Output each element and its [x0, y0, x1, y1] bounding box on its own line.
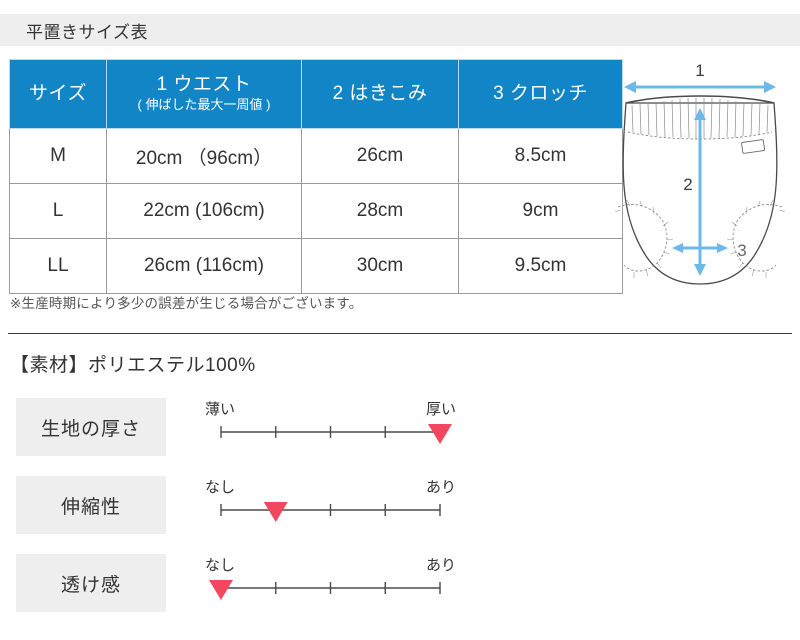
material-heading: 【素材】ポリエステル100%: [10, 355, 256, 376]
property-scale-sheerness: なし あり: [191, 554, 456, 612]
property-label-stretch: 伸縮性: [16, 476, 166, 534]
frill-hatch-left: [614, 199, 674, 278]
cell-hip: 30cm: [301, 238, 459, 294]
measure-label-waist: 1: [695, 61, 704, 80]
section-divider: [8, 333, 792, 334]
page-title-band: 平置きサイズ表: [0, 14, 800, 46]
property-label-thickness: 生地の厚さ: [16, 398, 166, 456]
scale-low-label: なし: [205, 557, 236, 574]
column-header-crotch: 3 クロッチ: [458, 59, 623, 129]
cell-crotch: 9cm: [458, 183, 623, 239]
cell-size: L: [9, 183, 107, 239]
table-header-row: サイズ 1 ウエスト ( 伸ばした最大一周値 ) 2 はきこみ 3 クロッチ: [9, 59, 623, 129]
measure-arrow-waist: [624, 81, 776, 93]
measure-label-rise: 2: [683, 175, 692, 194]
scale-marker: [263, 502, 288, 522]
measure-arrow-crotch: [672, 243, 728, 253]
cell-waist: 26cm (116cm): [106, 238, 302, 294]
cell-crotch: 9.5cm: [458, 238, 623, 294]
measure-label-crotch: 3: [737, 241, 746, 260]
cell-size: LL: [9, 238, 107, 294]
scale-high-label: 厚い: [425, 401, 456, 418]
cell-waist: 22cm (106cm): [106, 183, 302, 239]
leg-opening-right: [732, 204, 783, 272]
leg-opening-left: [617, 204, 668, 272]
property-row-sheerness: 透け感 なし あり: [16, 554, 456, 616]
scale-high-label: あり: [425, 557, 456, 574]
column-header-waist: 1 ウエスト ( 伸ばした最大一周値 ): [106, 59, 302, 129]
measure-arrow-rise: [694, 108, 706, 276]
property-label-sheerness: 透け感: [16, 554, 166, 612]
page-title: 平置きサイズ表: [26, 22, 148, 42]
property-row-thickness: 生地の厚さ 薄い 厚い: [16, 398, 456, 460]
table-row: L 22cm (106cm) 28cm 9cm: [9, 183, 623, 239]
scale-marker: [428, 424, 452, 444]
property-scale-thickness: 薄い 厚い: [191, 398, 456, 456]
cell-hip: 26cm: [301, 128, 459, 184]
size-table: サイズ 1 ウエスト ( 伸ばした最大一周値 ) 2 はきこみ 3 クロッチ M…: [9, 59, 623, 294]
frill-hatch-right: [726, 199, 786, 278]
column-header-hip: 2 はきこみ: [301, 59, 459, 129]
underwear-diagram: 1 2 3: [600, 60, 800, 300]
table-row: LL 26cm (116cm) 30cm 9.5cm: [9, 238, 623, 294]
scale-high-label: あり: [425, 479, 456, 496]
scale-marker: [209, 580, 233, 600]
cell-size: M: [9, 128, 107, 184]
scale-low-label: 薄い: [205, 401, 236, 418]
cell-waist: 20cm （96cm）: [106, 128, 302, 184]
property-scale-stretch: なし あり: [191, 476, 456, 534]
cell-crotch: 8.5cm: [458, 128, 623, 184]
care-tag: [741, 139, 765, 154]
waistband-top-edge: [625, 95, 775, 104]
column-header-size: サイズ: [9, 59, 107, 129]
cell-hip: 28cm: [301, 183, 459, 239]
property-row-stretch: 伸縮性 なし あり: [16, 476, 456, 538]
size-table-note: ※生産時期により多少の誤差が生じる場合がございます。: [10, 296, 363, 311]
table-row: M 20cm （96cm） 26cm 8.5cm: [9, 128, 623, 184]
scale-low-label: なし: [205, 479, 236, 496]
